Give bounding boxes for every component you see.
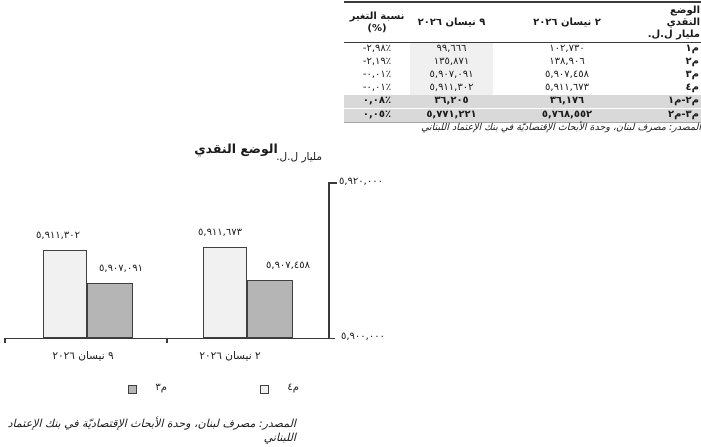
table-row-m2: م٢ ١٣٨,٩٠٦ ١٣٥,٨٧١ -٢,١٩٪ bbox=[344, 56, 701, 69]
bar-m3-apr2 bbox=[247, 280, 293, 338]
legend-label-m4: م٤ bbox=[287, 382, 299, 393]
chart-source-note: المصدر: مصرف لبنان، وحدة الأبحاث الإقتصا… bbox=[7, 417, 296, 444]
table-row-m2-minus-m1: م٢-م١ ٣٦,١٧٦ ٣٦,٢٠٥ ٠,٠٨٪ bbox=[344, 95, 701, 109]
x-category-label-apr9: ٩ نيسان ٢٠٢٦ bbox=[52, 350, 114, 362]
legend-swatch-m4 bbox=[260, 385, 269, 394]
change-value: ٠,٠٨٪ bbox=[362, 95, 392, 107]
bar-value-label-m4-apr9: ٥,٩١١,٣٠٢ bbox=[36, 230, 80, 241]
column-header-metric-line2: مليار ل.ل. bbox=[647, 29, 700, 40]
cell-apr2: ٥,٩١١,٦٧٣ bbox=[545, 82, 589, 94]
x-axis-tick-middle bbox=[166, 339, 168, 343]
legend-label-m3: م٣ bbox=[155, 382, 167, 393]
cell-change: -٠,٠١٪ bbox=[344, 69, 410, 82]
monetary-table: الوضع النقدي مليار ل.ل. ٢ نيسان ٢٠٢٦ ٩ ن… bbox=[344, 1, 701, 123]
x-axis-tick-left bbox=[4, 339, 6, 343]
column-header-metric: الوضع النقدي مليار ل.ل. bbox=[641, 1, 701, 43]
cell-change: ٠,٠٥٪ bbox=[344, 108, 410, 123]
cell-apr2: ١٠٢,٧٣٠ bbox=[549, 43, 585, 55]
table-row-m4: م٤ ٥,٩١١,٦٧٣ ٥,٩١١,٣٠٢ -٠,٠١٪ bbox=[344, 82, 701, 95]
table-row-m3-minus-m2: م٣-م٢ ٥,٧٦٨,٥٥٢ ٥,٧٧١,٢٢١ ٠,٠٥٪ bbox=[344, 108, 701, 123]
monetary-table-grid: الوضع النقدي مليار ل.ل. ٢ نيسان ٢٠٢٦ ٩ ن… bbox=[344, 1, 701, 123]
y-axis-line bbox=[328, 182, 330, 339]
cell-change: ٠,٠٨٪ bbox=[344, 95, 410, 109]
bar-m3-apr9 bbox=[87, 283, 133, 338]
cell-change: -٠,٠١٪ bbox=[344, 82, 410, 95]
change-value: -٢,٩٨٪ bbox=[362, 43, 392, 55]
column-header-date2: ٩ نيسان ٢٠٢٦ bbox=[410, 1, 493, 43]
y-axis-unit-label: مليار ل.ل. bbox=[276, 151, 322, 163]
row-label: م٤ bbox=[685, 82, 699, 94]
change-value: -٠,٠١٪ bbox=[362, 69, 392, 81]
cell-apr9: ٣٦,٢٠٥ bbox=[410, 95, 493, 109]
cell-apr2: ٥,٧٦٨,٥٥٢ bbox=[493, 108, 641, 123]
y-tick-label-top: ٥,٩٢٠,٠٠٠ bbox=[339, 176, 383, 187]
cell-apr2: ٣٦,١٧٦ bbox=[493, 95, 641, 109]
change-value: ٠,٠٥٪ bbox=[362, 109, 392, 121]
row-label: م٢-م١ bbox=[641, 95, 701, 109]
bar-value-label-m4-apr2: ٥,٩١١,٦٧٣ bbox=[198, 227, 242, 238]
table-row-m3: م٣ ٥,٩٠٧,٤٥٨ ٥,٩٠٧,٠٩١ -٠,٠١٪ bbox=[344, 69, 701, 82]
change-value: -٢,١٩٪ bbox=[362, 56, 392, 68]
cell-apr9: ١٣٥,٨٧١ bbox=[410, 56, 493, 69]
cell-apr9: ٥,٩٠٧,٠٩١ bbox=[410, 69, 493, 82]
table-header-row: الوضع النقدي مليار ل.ل. ٢ نيسان ٢٠٢٦ ٩ ن… bbox=[344, 1, 701, 43]
row-label: م٢ bbox=[685, 56, 699, 68]
column-header-change-line2: (%) bbox=[367, 23, 387, 34]
cell-apr9: ٩٩,٦٦٦ bbox=[410, 42, 493, 56]
bar-m4-apr2 bbox=[203, 247, 247, 338]
cell-change: -٢,٩٨٪ bbox=[344, 43, 410, 57]
column-header-change-line1: نسبة التغير bbox=[349, 11, 405, 22]
cell-apr2: ٥,٩٠٧,٤٥٨ bbox=[545, 69, 589, 81]
y-axis-top-tick bbox=[329, 182, 337, 184]
cell-apr2: ١٣٨,٩٠٦ bbox=[549, 56, 585, 68]
table-source-note: المصدر: مصرف لبنان، وحدة الأبحاث الإقتصا… bbox=[421, 122, 701, 133]
row-label: م٣ bbox=[685, 69, 699, 81]
column-header-metric-line1: الوضع النقدي bbox=[666, 5, 700, 28]
table-row-m1: م١ ١٠٢,٧٣٠ ٩٩,٦٦٦ -٢,٩٨٪ bbox=[344, 42, 701, 57]
bar-m4-apr9 bbox=[43, 250, 87, 338]
cell-apr9: ٥,٧٧١,٢٢١ bbox=[410, 108, 493, 123]
row-label: م١ bbox=[685, 43, 699, 55]
change-value: -٠,٠١٪ bbox=[362, 82, 392, 94]
legend-swatch-m3 bbox=[128, 385, 137, 394]
column-header-change: نسبة التغير (%) bbox=[344, 1, 410, 43]
x-axis-line bbox=[4, 337, 335, 339]
y-tick-label-bottom: ٥,٩٠٠,٠٠٠ bbox=[341, 331, 385, 342]
row-label: م٣-م٢ bbox=[641, 108, 701, 123]
bar-value-label-m3-apr9: ٥,٩٠٧,٠٩١ bbox=[99, 263, 143, 274]
cell-apr9: ٥,٩١١,٣٠٢ bbox=[410, 82, 493, 95]
cell-change: -٢,١٩٪ bbox=[344, 56, 410, 69]
column-header-date1: ٢ نيسان ٢٠٢٦ bbox=[493, 1, 641, 43]
chart-title: الوضع النقدي bbox=[194, 141, 278, 156]
x-category-label-apr2: ٢ نيسان ٢٠٢٦ bbox=[199, 350, 261, 362]
bar-value-label-m3-apr2: ٥,٩٠٧,٤٥٨ bbox=[266, 260, 310, 271]
